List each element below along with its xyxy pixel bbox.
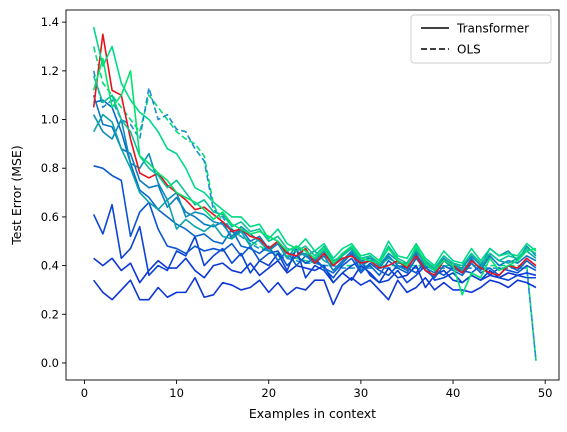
y-tick-label: 1.4 (41, 15, 59, 29)
legend-label-ols: OLS (457, 43, 481, 57)
y-tick-label: 0.4 (41, 259, 59, 273)
y-ticks: 0.0 0.2 0.4 0.6 0.8 1.0 1.2 1.4 (41, 15, 66, 370)
y-tick-label: 0.6 (41, 210, 59, 224)
legend-box (410, 14, 552, 64)
y-tick-label: 0.8 (41, 161, 59, 175)
y-axis-label: Test Error (MSE) (9, 145, 24, 245)
series-line-3 (93, 276, 537, 306)
series-line-11 (92, 33, 537, 277)
x-tick-label: 0 (81, 386, 88, 400)
series-line-5 (92, 203, 536, 284)
x-tick-label: 20 (261, 386, 276, 400)
y-tick-label: 0.2 (41, 307, 59, 321)
x-tick-label: 50 (538, 386, 553, 400)
legend: Transformer OLS (410, 14, 552, 64)
y-tick-label: 1.2 (41, 64, 59, 78)
series-line-14 (92, 57, 537, 296)
y-tick-label: 1.0 (41, 113, 59, 127)
x-tick-label: 40 (446, 386, 461, 400)
series-line-13 (92, 26, 537, 267)
series-layer (92, 26, 537, 361)
x-axis-label: Examples in context (249, 406, 376, 421)
series-line-12 (92, 75, 537, 269)
x-tick-label: 30 (354, 386, 369, 400)
plot-frame (65, 9, 560, 381)
legend-label-transformer: Transformer (456, 22, 529, 36)
x-tick-label: 10 (169, 386, 184, 400)
x-ticks: 0 10 20 30 40 50 (81, 380, 553, 400)
y-tick-label: 0.0 (41, 356, 59, 370)
plot-area (66, 10, 559, 380)
